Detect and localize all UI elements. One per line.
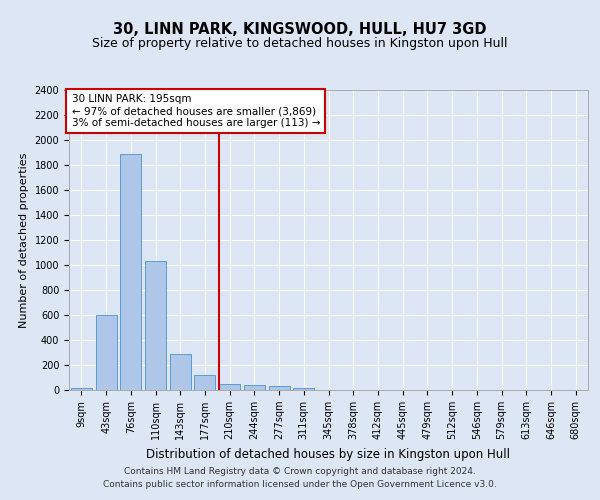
Text: 30 LINN PARK: 195sqm
← 97% of detached houses are smaller (3,869)
3% of semi-det: 30 LINN PARK: 195sqm ← 97% of detached h… (71, 94, 320, 128)
Bar (194, 375, 215, 390)
X-axis label: Distribution of detached houses by size in Kingston upon Hull: Distribution of detached houses by size … (146, 448, 511, 460)
Bar (95, 315, 116, 390)
Bar (120, 154, 141, 390)
Bar (219, 384, 240, 390)
Text: Size of property relative to detached houses in Kingston upon Hull: Size of property relative to detached ho… (92, 38, 508, 51)
Text: Contains HM Land Registry data © Crown copyright and database right 2024.: Contains HM Land Registry data © Crown c… (124, 467, 476, 476)
Bar (269, 386, 290, 390)
Bar (170, 354, 191, 390)
Bar (293, 388, 314, 390)
Bar (145, 261, 166, 390)
Y-axis label: Number of detached properties: Number of detached properties (19, 152, 29, 328)
Bar (71, 388, 92, 390)
Text: 30, LINN PARK, KINGSWOOD, HULL, HU7 3GD: 30, LINN PARK, KINGSWOOD, HULL, HU7 3GD (113, 22, 487, 38)
Text: Contains public sector information licensed under the Open Government Licence v3: Contains public sector information licen… (103, 480, 497, 489)
Bar (244, 385, 265, 390)
